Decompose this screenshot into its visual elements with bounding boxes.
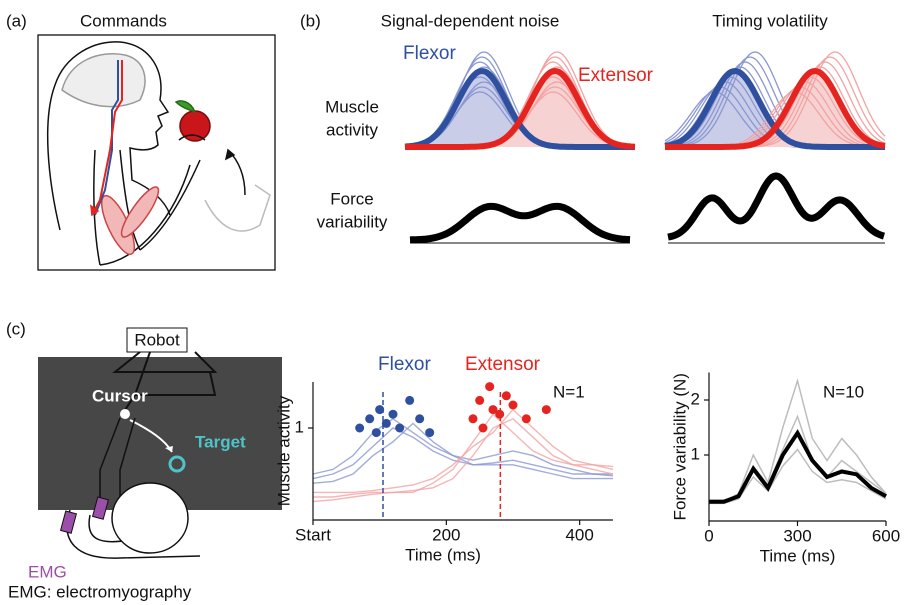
y-tick-label: 1 bbox=[295, 417, 304, 436]
figure: (a) (b) (c) Commands Signal-dependent no… bbox=[0, 0, 907, 605]
legend-label: Flexor bbox=[403, 43, 456, 64]
line bbox=[313, 428, 613, 479]
peak-dot bbox=[395, 424, 404, 433]
column-title: Signal-dependent noise bbox=[381, 11, 560, 30]
peak-dot bbox=[375, 405, 384, 414]
force-trace bbox=[410, 206, 630, 240]
column-title: Timing volatility bbox=[712, 11, 828, 30]
row-label: variability bbox=[317, 212, 388, 231]
setup-label: Cursor bbox=[92, 386, 148, 405]
row-label: Muscle bbox=[325, 97, 379, 116]
x-tick-label: 600 bbox=[872, 526, 900, 545]
y-tick-label: 1 bbox=[691, 444, 700, 463]
axis bbox=[313, 382, 613, 520]
chart: Flexor Extensor Start 200 400 1 Time (ms) Muscl… bbox=[274, 354, 613, 564]
peak-dot bbox=[469, 414, 478, 423]
panel-label: (b) bbox=[300, 11, 321, 30]
peak-dot bbox=[355, 424, 364, 433]
x-tick-label: 400 bbox=[565, 525, 593, 544]
setup-label: Target bbox=[195, 432, 246, 451]
peak-dot bbox=[475, 396, 484, 405]
peak-dot bbox=[425, 428, 434, 437]
series-label: Extensor bbox=[465, 354, 541, 375]
legend-label: Extensor bbox=[578, 65, 654, 86]
y-axis-label: Force variability (N) bbox=[670, 373, 689, 520]
series-label: Flexor bbox=[378, 354, 431, 375]
panel-label: (c) bbox=[6, 319, 26, 338]
force-trace bbox=[668, 176, 884, 237]
peak-dot bbox=[382, 419, 391, 428]
footnote: EMG: electromyography bbox=[8, 582, 192, 601]
x-axis-label: Time (ms) bbox=[405, 545, 481, 564]
peak-dot bbox=[522, 414, 531, 423]
row-label: activity bbox=[326, 120, 378, 139]
x-tick-label: 200 bbox=[432, 525, 460, 544]
peak-dot bbox=[479, 424, 488, 433]
x-tick-label: 0 bbox=[704, 526, 713, 545]
panel-label: (a) bbox=[6, 11, 27, 30]
peak-dot bbox=[502, 391, 511, 400]
peak-dot bbox=[372, 428, 381, 437]
line bbox=[313, 423, 613, 483]
peak-dot bbox=[542, 405, 551, 414]
annotation: N=1 bbox=[553, 382, 585, 401]
setup-label: EMG bbox=[28, 562, 67, 581]
chart: 0 300 600 1 2 Time (ms) Force variability (N) N… bbox=[670, 373, 900, 566]
peak-dot bbox=[509, 401, 518, 410]
line bbox=[709, 433, 886, 502]
line bbox=[313, 410, 613, 493]
body-illustration bbox=[48, 42, 270, 265]
panel-title: Commands bbox=[80, 11, 167, 30]
peak-dot bbox=[415, 414, 424, 423]
peak-dot bbox=[405, 396, 414, 405]
annotation: N=10 bbox=[823, 382, 864, 401]
setup-label: Robot bbox=[134, 330, 180, 349]
peak-dot bbox=[389, 410, 398, 419]
x-tick-label: Start bbox=[295, 525, 331, 544]
y-tick-label: 2 bbox=[691, 389, 700, 408]
x-axis-label: Time (ms) bbox=[760, 546, 836, 565]
x-tick-label: 300 bbox=[783, 526, 811, 545]
peak-dot bbox=[365, 414, 374, 423]
peak-dot bbox=[485, 382, 494, 391]
peak-dot bbox=[495, 410, 504, 419]
y-axis-label: Muscle activity bbox=[274, 395, 293, 506]
row-label: Force bbox=[330, 189, 373, 208]
